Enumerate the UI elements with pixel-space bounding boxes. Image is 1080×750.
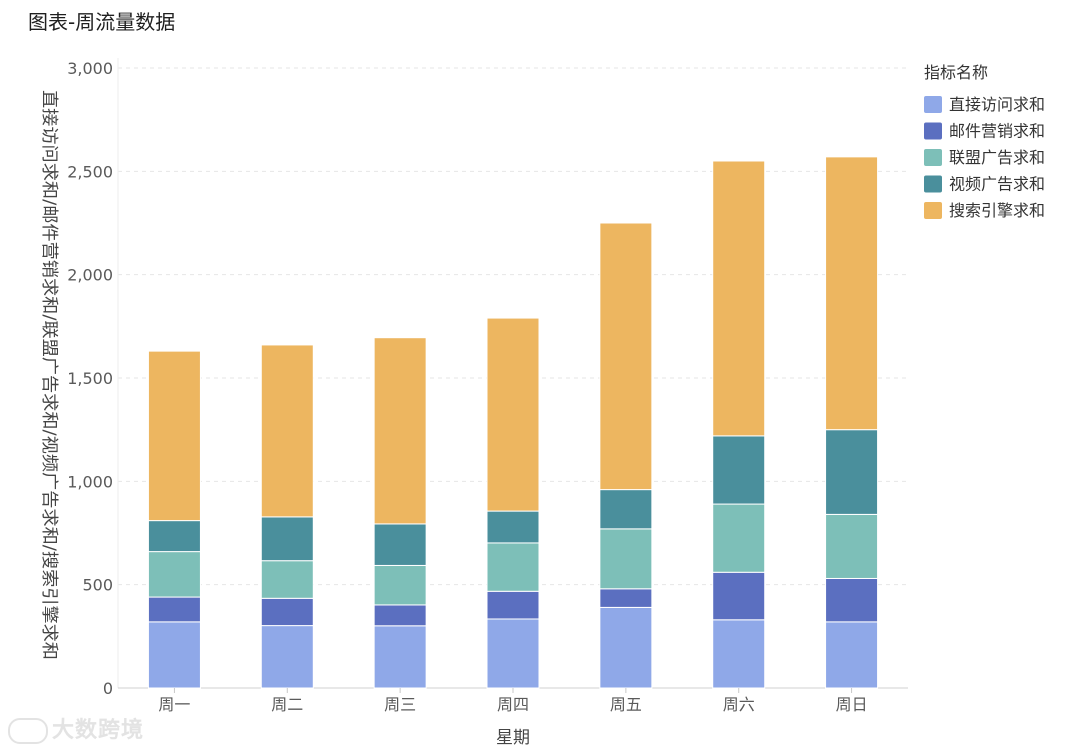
bar-segment [260,344,314,518]
bar-segment [599,528,653,590]
y-tick-label: 1,000 [67,472,113,491]
legend-swatch [924,122,942,140]
bar-segment [712,619,766,689]
bar-segment [486,510,540,544]
bar-segment [599,222,653,491]
bar-segment [147,350,201,522]
bar-segment [373,625,427,689]
bar-segment [486,542,540,592]
bar-segment [373,523,427,566]
bar-segment [147,520,201,553]
legend-swatch [924,202,942,219]
watermark-logo-icon [8,718,48,744]
x-tick-label: 周一 [158,695,190,714]
bar-segment [373,564,427,606]
x-tick-label: 周五 [610,695,642,714]
bar-segment [712,160,766,437]
x-tick-label: 周日 [836,695,868,714]
y-tick-label: 500 [82,576,113,595]
bar-segment [712,571,766,621]
bar-segment [599,606,653,689]
bar-segment [712,435,766,505]
x-tick-label: 周二 [271,695,303,714]
bar-segment [147,596,201,623]
x-tick-label: 周四 [497,695,529,714]
bar-segment [260,625,314,689]
x-axis-title: 星期 [496,728,530,748]
y-tick-label: 2,500 [67,162,113,181]
bar-segment [825,513,879,579]
x-tick-label: 周六 [723,695,755,714]
bar-segment [260,597,314,627]
bar-segment [486,590,540,620]
x-tick-label: 周三 [384,695,416,714]
bar-segment [373,604,427,627]
y-axis-title: 直接访问求和/邮件营销求和/联盟广告求和/视频广告求和/搜索引擎求和 [39,90,59,660]
bar-segment [825,621,879,689]
legend-label: 邮件营销求和 [949,122,1045,141]
bar-segment [825,577,879,623]
bar-segment [825,156,879,431]
chart-title: 图表-周流量数据 [28,10,176,34]
bar-segment [486,317,540,512]
bar-segment [373,337,427,525]
bar-segment [147,621,201,689]
legend-swatch [924,96,942,113]
y-tick-label: 0 [103,679,113,698]
bar-segment [599,489,653,530]
y-tick-label: 2,000 [67,266,113,285]
bar-segment [825,429,879,515]
y-tick-label: 3,000 [67,59,113,78]
legend-swatch [924,175,942,193]
y-tick-label: 1,500 [67,369,113,388]
bar-segment [147,551,201,598]
legend-label: 直接访问求和 [949,95,1045,114]
legend-swatch [924,149,942,166]
legend-label: 搜索引擎求和 [949,201,1045,220]
legend-title: 指标名称 [924,63,988,82]
bar-segment [599,588,653,608]
watermark: 大数跨境 [8,712,144,744]
bar-segment [260,560,314,599]
legend-label: 视频广告求和 [949,175,1045,194]
bar-segment [260,516,314,562]
bar-segment [486,618,540,689]
watermark-text: 大数跨境 [52,718,145,743]
legend-label: 联盟广告求和 [949,148,1045,167]
bar-segment [712,503,766,573]
